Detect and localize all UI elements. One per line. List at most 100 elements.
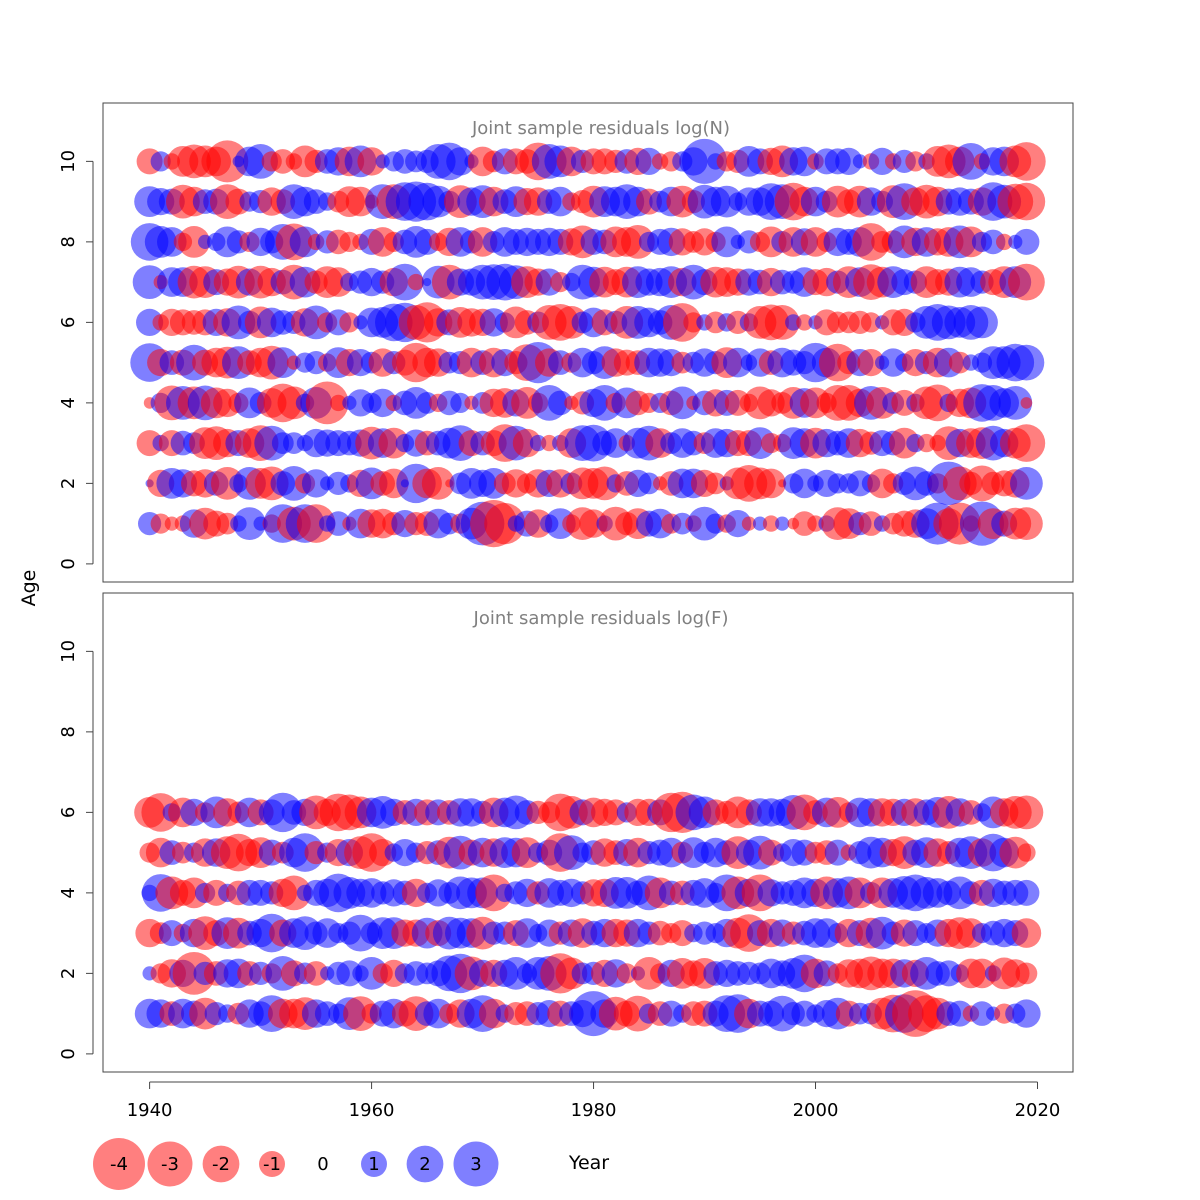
bubble-age4-year2019 bbox=[1013, 879, 1040, 906]
bubble-age1-year1972 bbox=[484, 502, 526, 545]
bubble-age6-year1958 bbox=[339, 312, 360, 333]
bubble-age5-year2005 bbox=[857, 349, 885, 377]
x-tick-label: 2000 bbox=[793, 1100, 839, 1121]
legend-bubble bbox=[202, 1145, 240, 1183]
bubble-age4-year1956 bbox=[305, 381, 349, 425]
bubble-age4-year2011 bbox=[919, 384, 956, 422]
bubble-age3-year2019 bbox=[1011, 918, 1042, 948]
bubble-age4-year1988 bbox=[665, 386, 699, 420]
x-tick-label: 1940 bbox=[127, 1100, 173, 1121]
legend-label: -2 bbox=[212, 1154, 230, 1175]
legend-label: 3 bbox=[470, 1154, 481, 1175]
bubble-age1-year1955 bbox=[296, 504, 336, 543]
bubble-age4-year2019 bbox=[1020, 397, 1033, 409]
bubble-age3-year2019 bbox=[1007, 424, 1046, 462]
bubble-age4-year2018 bbox=[998, 386, 1033, 420]
legend-label: 1 bbox=[368, 1154, 379, 1175]
bubble-age7-year1963 bbox=[386, 263, 424, 301]
legend-bubble bbox=[453, 1141, 499, 1187]
bubble-age8-year1944 bbox=[178, 226, 210, 258]
legend-label: -3 bbox=[161, 1154, 179, 1175]
bubble-age1-year1957 bbox=[326, 511, 351, 536]
plot-frame-logN bbox=[102, 102, 1074, 583]
bubbles-logF bbox=[134, 791, 1044, 1037]
bubble-age2-year1955 bbox=[301, 469, 331, 498]
legend-bubble bbox=[406, 1145, 444, 1183]
bubble-age8-year2019 bbox=[1013, 228, 1040, 255]
bubble-age3-year1982 bbox=[600, 428, 631, 458]
bubble-age10-year2003 bbox=[835, 147, 863, 175]
x-tick-label: 1980 bbox=[571, 1100, 617, 1121]
x-tick-label: 1960 bbox=[349, 1100, 395, 1121]
y-tick-label: 2 bbox=[58, 478, 79, 489]
x-axis-label: Year bbox=[568, 1152, 609, 1174]
bubble-age5-year2019 bbox=[1017, 843, 1036, 862]
legend-label: 2 bbox=[419, 1154, 430, 1175]
bubble-age2-year1955 bbox=[303, 961, 329, 986]
bubbles-logN bbox=[130, 138, 1046, 548]
bubble-age2-year1999 bbox=[789, 468, 820, 499]
y-tick-label: 8 bbox=[58, 236, 79, 247]
bubble-age10-year1960 bbox=[357, 147, 386, 176]
y-tick-label: 2 bbox=[58, 968, 79, 979]
bubble-age10-year1999 bbox=[789, 146, 820, 177]
bubble-age10-year1947 bbox=[206, 140, 249, 183]
plot-frame-logF bbox=[102, 592, 1074, 1073]
legend-bubble bbox=[361, 1151, 387, 1177]
legend-label: 0 bbox=[317, 1154, 328, 1175]
bubble-age10-year1990 bbox=[682, 138, 727, 184]
bubble-age6-year1997 bbox=[764, 305, 800, 340]
y-tick-label: 10 bbox=[58, 640, 79, 663]
legend-label: -1 bbox=[263, 1154, 281, 1175]
legend-label: -4 bbox=[110, 1154, 128, 1175]
bubble-age1-year1949 bbox=[233, 507, 266, 540]
bubble-age10-year2004 bbox=[852, 154, 868, 169]
legend-bubble bbox=[259, 1151, 285, 1177]
bubble-age7-year1964 bbox=[407, 273, 425, 291]
bubble-age7-year2019 bbox=[1008, 263, 1045, 301]
y-tick-label: 10 bbox=[58, 150, 79, 173]
bubble-age8-year1954 bbox=[289, 226, 321, 258]
bubble-age4-year1971 bbox=[475, 874, 513, 912]
bubble-age1-year2019 bbox=[1012, 999, 1041, 1028]
bubble-age10-year2014 bbox=[952, 143, 990, 180]
bubble-age2-year1991 bbox=[704, 472, 727, 495]
bubble-age6-year1999 bbox=[796, 314, 813, 331]
bubble-age4-year1953 bbox=[276, 875, 312, 911]
y-tick-label: 4 bbox=[58, 887, 79, 898]
bubble-age2-year1983 bbox=[616, 963, 637, 984]
y-tick-label: 4 bbox=[58, 397, 79, 408]
legend-bubble bbox=[147, 1141, 193, 1187]
y-axis-label: Age bbox=[18, 570, 40, 607]
bubble-age9-year2019 bbox=[1007, 182, 1046, 221]
bubble-age6-year1941 bbox=[141, 793, 180, 832]
panel-title-logF: Joint sample residuals log(F) bbox=[473, 608, 729, 629]
y-tick-label: 0 bbox=[58, 1048, 79, 1059]
bubble-age5-year2019 bbox=[1008, 344, 1045, 381]
panel-logF: 0 2 4 6 8 10 Joint sample residuals log(F) bbox=[58, 592, 1074, 1073]
y-axis-logF: 0 2 4 6 8 10 bbox=[58, 640, 94, 1060]
bubble-age1-year2015 bbox=[969, 1001, 995, 1026]
y-tick-label: 6 bbox=[58, 317, 79, 328]
bubble-age1-year1994 bbox=[741, 516, 757, 531]
bubble-age2-year2019 bbox=[1015, 962, 1038, 985]
bubble-age4-year1977 bbox=[548, 390, 573, 416]
bubble-age1-year1995 bbox=[752, 516, 768, 531]
legend-bubble bbox=[93, 1138, 145, 1190]
bubble-age8-year1992 bbox=[711, 226, 743, 258]
y-tick-label: 8 bbox=[58, 726, 79, 737]
bubble-age8-year2017 bbox=[996, 233, 1013, 251]
bubble-age2-year1996 bbox=[756, 468, 786, 499]
bubble-age7-year1940 bbox=[132, 265, 167, 299]
bubble-age2-year2015 bbox=[967, 958, 997, 989]
panel-title-logN: Joint sample residuals log(N) bbox=[471, 118, 730, 139]
bubble-age10-year2019 bbox=[1007, 142, 1046, 181]
bubble-age1-year1993 bbox=[724, 509, 752, 538]
bubble-age1-year2019 bbox=[1010, 507, 1043, 540]
bubble-age6-year2019 bbox=[1009, 795, 1044, 830]
bubble-age1-year1996 bbox=[762, 515, 780, 532]
y-axis-logN: 0 2 4 6 8 10 bbox=[58, 150, 94, 570]
bubble-age2-year1985 bbox=[638, 472, 660, 495]
y-tick-label: 0 bbox=[58, 558, 79, 569]
